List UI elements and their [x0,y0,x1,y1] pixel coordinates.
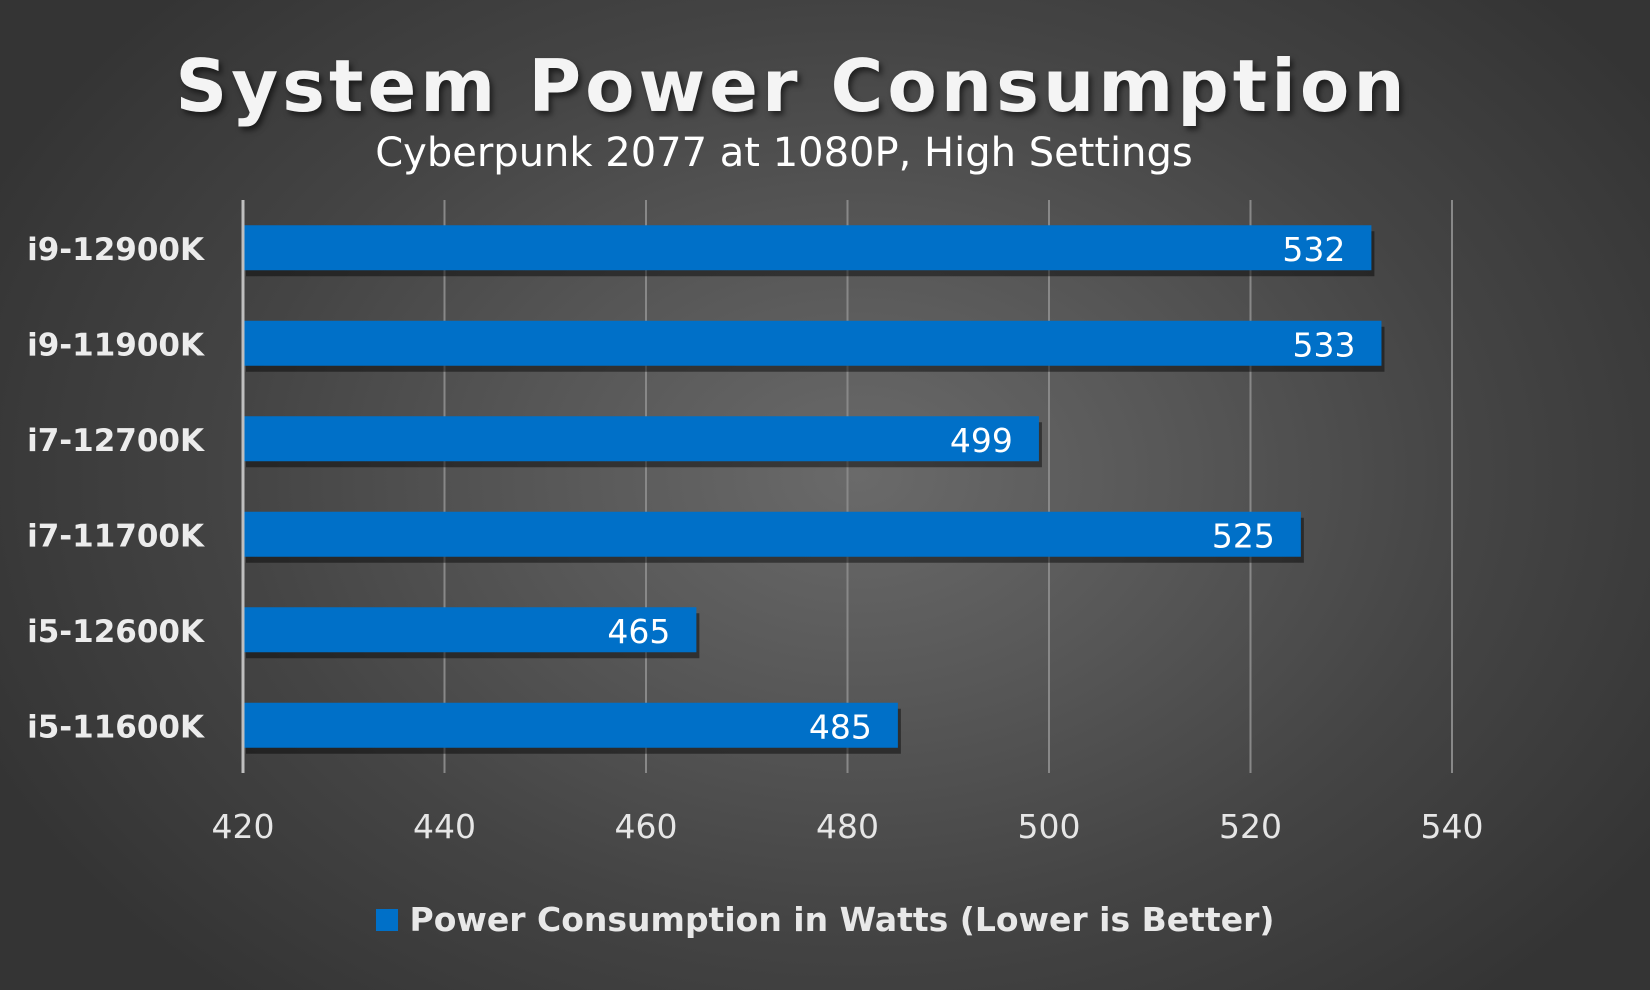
bar [243,511,1301,557]
chart-subtitle: Cyberpunk 2077 at 1080P, High Settings [375,130,1193,176]
bar [243,702,898,748]
bar [243,320,1382,366]
legend: Power Consumption in Watts (Lower is Bet… [0,900,1650,939]
chart-title: System Power Consumption [175,44,1409,128]
bar [243,225,1372,271]
data-label: 533 [1292,325,1355,364]
x-tick-label: 500 [1018,807,1081,846]
category-label: i7-12700K [27,423,205,459]
legend-swatch [375,908,398,931]
category-label: i9-12900K [27,232,205,268]
bar [243,416,1039,462]
x-tick-label: 520 [1219,807,1282,846]
category-label: i5-11600K [27,709,205,745]
legend-label: Power Consumption in Watts (Lower is Bet… [409,900,1275,939]
category-label: i5-12600K [27,614,205,650]
data-label: 525 [1212,516,1275,555]
data-label: 465 [607,612,670,651]
x-tick-label: 460 [615,807,678,846]
x-tick-label: 540 [1421,807,1484,846]
data-label: 485 [809,707,872,746]
category-label: i9-11900K [27,327,205,363]
x-tick-label: 480 [816,807,879,846]
x-tick-label: 420 [212,807,275,846]
category-label: i7-11700K [27,518,205,554]
data-label: 532 [1282,230,1345,269]
data-label: 499 [950,421,1013,460]
x-tick-label: 440 [413,807,476,846]
bar [243,607,697,653]
